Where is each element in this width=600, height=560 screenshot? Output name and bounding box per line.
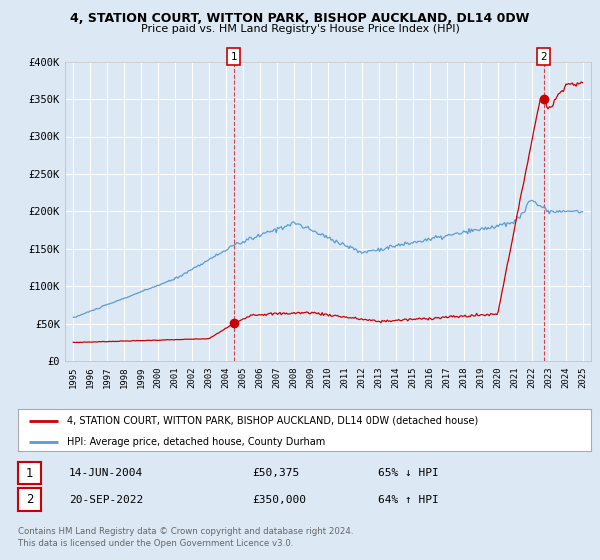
Text: HPI: Average price, detached house, County Durham: HPI: Average price, detached house, Coun… (67, 437, 325, 446)
Text: £50,375: £50,375 (252, 468, 299, 478)
Text: 64% ↑ HPI: 64% ↑ HPI (378, 494, 439, 505)
Text: 1: 1 (230, 52, 237, 62)
Text: This data is licensed under the Open Government Licence v3.0.: This data is licensed under the Open Gov… (18, 539, 293, 548)
Text: 2: 2 (26, 493, 33, 506)
Text: 2: 2 (541, 52, 547, 62)
Text: 4, STATION COURT, WITTON PARK, BISHOP AUCKLAND, DL14 0DW: 4, STATION COURT, WITTON PARK, BISHOP AU… (70, 12, 530, 25)
Text: Contains HM Land Registry data © Crown copyright and database right 2024.: Contains HM Land Registry data © Crown c… (18, 528, 353, 536)
Text: Price paid vs. HM Land Registry's House Price Index (HPI): Price paid vs. HM Land Registry's House … (140, 24, 460, 34)
Text: £350,000: £350,000 (252, 494, 306, 505)
Text: 65% ↓ HPI: 65% ↓ HPI (378, 468, 439, 478)
Text: 4, STATION COURT, WITTON PARK, BISHOP AUCKLAND, DL14 0DW (detached house): 4, STATION COURT, WITTON PARK, BISHOP AU… (67, 416, 478, 426)
Text: 1: 1 (26, 466, 33, 480)
Text: 20-SEP-2022: 20-SEP-2022 (69, 494, 143, 505)
Text: 14-JUN-2004: 14-JUN-2004 (69, 468, 143, 478)
